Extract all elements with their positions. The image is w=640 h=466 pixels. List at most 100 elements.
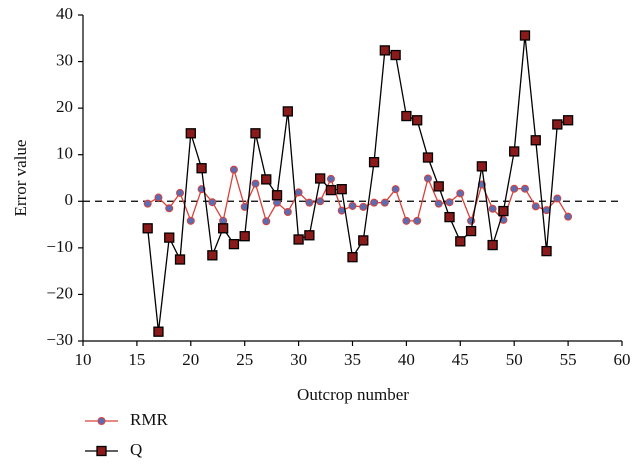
- data-point: [304, 230, 315, 241]
- data-point: [208, 198, 217, 207]
- data-point: [368, 157, 380, 168]
- y-tick-label: 30: [56, 50, 73, 69]
- data-point: [434, 199, 443, 208]
- data-point: [390, 49, 401, 61]
- data-point: [228, 238, 240, 250]
- data-point: [359, 202, 368, 211]
- data-point: [196, 163, 207, 174]
- data-point: [261, 174, 272, 185]
- y-tick-label: −20: [46, 283, 73, 302]
- x-tick-label: 10: [75, 350, 92, 369]
- data-point: [498, 205, 509, 217]
- data-point: [488, 204, 497, 213]
- series-line: [147, 35, 569, 332]
- data-point: [250, 128, 261, 139]
- data-point: [143, 199, 152, 208]
- x-tick-label: 45: [452, 350, 469, 369]
- data-point: [380, 198, 389, 207]
- y-tick-label: 0: [65, 190, 74, 209]
- data-point: [164, 232, 175, 243]
- x-axis-label: Outcrop number: [297, 385, 409, 404]
- data-point: [423, 174, 432, 183]
- data-point: [326, 174, 335, 183]
- y-axis-label: Error value: [11, 140, 30, 217]
- y-tick-label: −10: [46, 237, 73, 256]
- data-point: [391, 185, 400, 194]
- data-point: [465, 225, 477, 237]
- data-point: [176, 188, 185, 197]
- data-point: [154, 193, 163, 202]
- data-point: [476, 161, 488, 172]
- data-point: [370, 198, 379, 207]
- y-tick-label: 20: [56, 97, 73, 116]
- data-point: [520, 184, 529, 193]
- data-point: [530, 135, 541, 146]
- data-point: [165, 204, 174, 213]
- data-point: [541, 245, 552, 257]
- data-point: [262, 217, 271, 226]
- x-tick-label: 55: [560, 350, 577, 369]
- x-tick-label: 15: [128, 350, 145, 369]
- data-point: [315, 173, 326, 184]
- data-point: [316, 197, 325, 206]
- data-point: [347, 252, 358, 263]
- data-point: [519, 30, 531, 41]
- data-point: [444, 211, 455, 223]
- data-point: [207, 250, 218, 261]
- data-point: [509, 146, 520, 157]
- x-tick-label: 60: [614, 350, 631, 369]
- data-point: [217, 223, 229, 234]
- data-point: [552, 119, 563, 130]
- data-point: [564, 212, 573, 221]
- data-point: [153, 326, 164, 337]
- data-point: [455, 236, 466, 247]
- x-tick-label: 40: [398, 350, 415, 369]
- data-point: [487, 239, 498, 251]
- data-point: [174, 254, 186, 265]
- data-point: [531, 202, 540, 211]
- data-point: [433, 181, 444, 192]
- legend-marker: [96, 445, 107, 457]
- data-point: [402, 216, 411, 225]
- y-tick-label: 40: [56, 4, 73, 23]
- data-point: [510, 184, 519, 193]
- data-point: [401, 110, 412, 122]
- data-point: [542, 206, 551, 215]
- data-point: [283, 207, 292, 216]
- data-point: [456, 189, 465, 198]
- legend-label: RMR: [130, 410, 168, 429]
- data-point: [412, 115, 423, 126]
- data-point: [186, 216, 195, 225]
- data-point: [142, 223, 153, 234]
- data-point: [325, 184, 337, 196]
- data-point: [413, 216, 422, 225]
- data-point: [553, 194, 562, 203]
- x-tick-label: 20: [182, 350, 199, 369]
- data-point: [305, 198, 314, 207]
- data-point: [271, 190, 283, 201]
- data-point: [239, 231, 250, 242]
- data-point: [445, 198, 454, 207]
- legend-label: Q: [130, 440, 142, 459]
- legend-marker: [97, 417, 106, 425]
- data-point: [282, 106, 293, 117]
- data-point: [251, 179, 260, 188]
- data-point: [348, 201, 357, 210]
- data-point: [358, 235, 369, 246]
- x-tick-label: 50: [506, 350, 523, 369]
- x-tick-label: 25: [236, 350, 253, 369]
- data-point: [293, 234, 304, 245]
- data-point: [422, 152, 434, 163]
- data-point: [336, 184, 347, 195]
- series-line: [147, 169, 569, 223]
- y-tick-label: −30: [46, 330, 73, 349]
- data-point: [562, 115, 574, 126]
- x-tick-label: 30: [290, 350, 307, 369]
- data-point: [229, 165, 238, 174]
- data-point: [185, 128, 196, 139]
- x-tick-label: 35: [344, 350, 361, 369]
- y-tick-label: 10: [56, 144, 73, 163]
- data-point: [294, 188, 303, 197]
- data-point: [379, 45, 390, 56]
